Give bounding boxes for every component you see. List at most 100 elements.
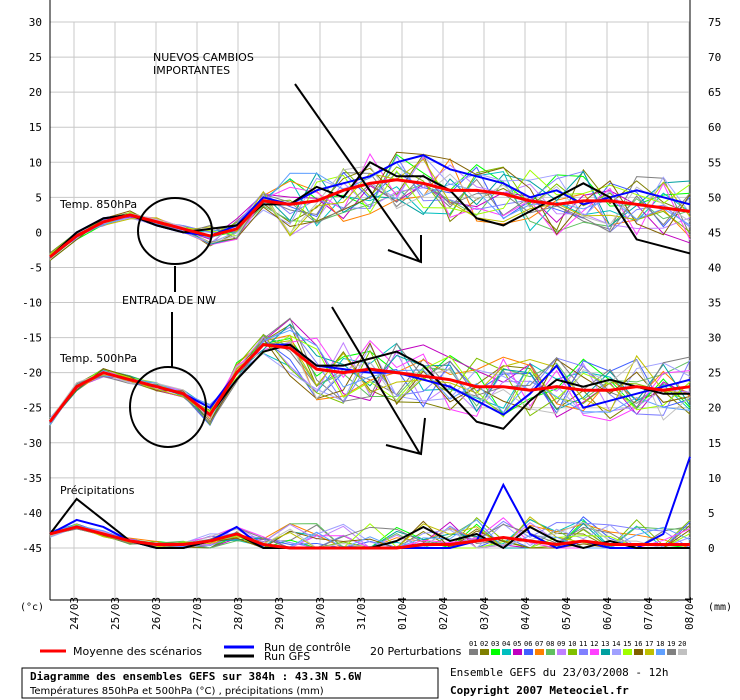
perturbation-number: 20 (678, 640, 686, 648)
y-tick-right: 15 (708, 437, 721, 450)
perturbation-number: 05 (513, 640, 521, 648)
y-tick-left: 30 (29, 16, 42, 29)
perturbation-number: 06 (524, 640, 532, 648)
perturbation-swatch (612, 649, 621, 655)
label-t500: Temp. 500hPa (59, 352, 137, 365)
perturbation-number: 14 (612, 640, 620, 648)
x-tick: 25/03 (109, 597, 122, 630)
footer-copyright: Copyright 2007 Meteociel.fr (450, 684, 629, 697)
y-tick-left: 15 (29, 121, 42, 134)
perturbation-number: 17 (645, 640, 653, 648)
y-tick-left: 10 (29, 156, 42, 169)
grid (50, 21, 690, 598)
perturbation-swatch (667, 649, 676, 655)
perturbation-line (49, 334, 691, 423)
legend-control: Run de contrôle (264, 641, 351, 654)
x-tick: 29/03 (273, 597, 286, 630)
perturbation-swatch (513, 649, 522, 655)
y-tick-right: 5 (708, 507, 715, 520)
perturbation-line (49, 161, 691, 258)
y-tick-right: 65 (708, 86, 721, 99)
arrow-1-shaft (294, 83, 421, 263)
perturbation-number: 03 (491, 640, 499, 648)
label-t850: Temp. 850hPa (59, 198, 137, 211)
perturbation-number: 07 (535, 640, 543, 648)
y-tick-left: 25 (29, 51, 42, 64)
perturbation-line (49, 335, 691, 422)
y-tick-left: -5 (29, 261, 42, 274)
perturbation-line (49, 340, 691, 421)
perturbation-number: 04 (502, 640, 510, 648)
perturbation-swatch (579, 649, 588, 655)
perturbation-swatch (480, 649, 489, 655)
perturbation-number: 08 (546, 640, 554, 648)
footer-title: Diagramme des ensembles GEFS sur 384h : … (30, 670, 362, 683)
perturbation-number: 02 (480, 640, 488, 648)
x-tick: 31/03 (355, 597, 368, 630)
perturbation-number: 12 (590, 640, 598, 648)
perturbation-swatch (590, 649, 599, 655)
footer-box (21, 667, 439, 699)
perturbation-swatch (645, 649, 654, 655)
footer-subtitle: Températures 850hPa et 500hPa (°C) , pré… (29, 685, 324, 697)
legend-gfs: Run GFS (264, 650, 310, 663)
arrow-2-shaft (331, 306, 421, 455)
y-tick-left: 0 (35, 226, 42, 239)
perturbation-number: 09 (557, 640, 565, 648)
y-tick-left: -40 (22, 507, 42, 520)
y-tick-right: 60 (708, 121, 721, 134)
perturbation-swatch (557, 649, 566, 655)
series-t850 (49, 178, 691, 259)
series-precip (49, 456, 691, 550)
footer-run: Ensemble GEFS du 23/03/2008 - 12h (450, 666, 669, 679)
annotation-nuevos-2: IMPORTANTES (153, 64, 230, 77)
left-unit: (°c) (20, 602, 44, 613)
x-tick: 28/03 (232, 597, 245, 630)
x-tick: 08/04 (683, 597, 696, 630)
y-tick-right: 10 (708, 472, 721, 485)
x-tick: 05/04 (560, 597, 573, 630)
perturbation-number: 15 (623, 640, 631, 648)
perturbation-swatch (656, 649, 665, 655)
legend-perturbations: 20 Perturbations (370, 645, 462, 658)
arrow-1-head (387, 235, 422, 264)
series-precip (49, 525, 690, 550)
x-tick: 26/03 (150, 597, 163, 630)
perturbation-number: 16 (634, 640, 642, 648)
legend: Moyenne des scénarios Run de contrôle Ru… (40, 640, 687, 663)
x-tick: 01/04 (396, 597, 409, 630)
perturbation-number: 10 (568, 640, 576, 648)
y-tick-right: 20 (708, 402, 721, 415)
y-tick-right: 30 (708, 332, 721, 345)
series-t850 (49, 160, 691, 258)
y-tick-right: 35 (708, 297, 721, 310)
y-tick-left: 20 (29, 86, 42, 99)
y-tick-right: 55 (708, 156, 721, 169)
x-tick: 30/03 (314, 597, 327, 630)
y-tick-right: 70 (708, 51, 721, 64)
x-tick: 24/03 (68, 597, 81, 630)
perturbation-number: 01 (469, 640, 477, 648)
perturbation-swatch (469, 649, 478, 655)
perturbation-swatch (601, 649, 610, 655)
perturbation-number: 19 (667, 640, 675, 648)
x-tick: 27/03 (191, 597, 204, 630)
perturbation-number: 11 (579, 640, 587, 648)
circle-850 (137, 197, 213, 265)
x-tick: 02/04 (437, 597, 450, 630)
y-tick-right: 25 (708, 367, 721, 380)
y-tick-left: -35 (22, 472, 42, 485)
perturbation-swatch (678, 649, 687, 655)
right-unit: (mm) (708, 602, 732, 613)
perturbation-swatches: 01 02 03 04 05 06 07 08 09 10 11 12 13 14 15 16 17 18 19 20 (469, 640, 687, 655)
y-tick-left: -45 (22, 542, 42, 555)
legend-mean: Moyenne des scénarios (73, 645, 202, 658)
perturbation-swatch (502, 649, 511, 655)
perturbation-swatch (524, 649, 533, 655)
y-tick-right: 0 (708, 542, 715, 555)
annotation-nuevos-1: NUEVOS CAMBIOS (153, 51, 254, 64)
annotations: NUEVOS CAMBIOS IMPORTANTES ENTRADA DE NW… (59, 51, 426, 497)
y-tick-right: 45 (708, 226, 721, 239)
x-tick: 04/04 (519, 597, 532, 630)
perturbation-swatch (634, 649, 643, 655)
